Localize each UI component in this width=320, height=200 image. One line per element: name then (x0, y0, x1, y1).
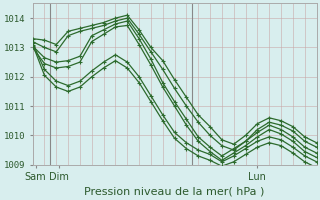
X-axis label: Pression niveau de la mer( hPa ): Pression niveau de la mer( hPa ) (84, 187, 265, 197)
